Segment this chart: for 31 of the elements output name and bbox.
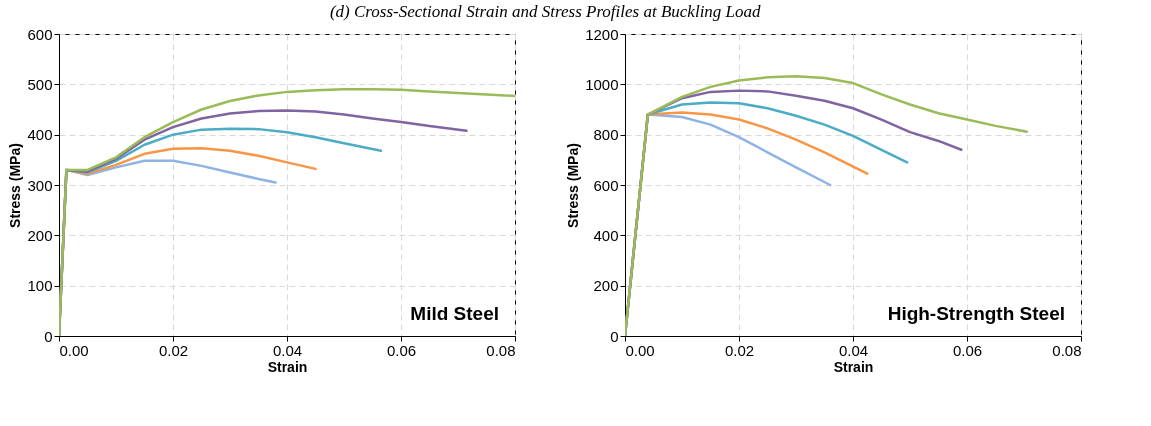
y-tick-label: 1200	[585, 25, 619, 43]
y-tick-label: 400	[593, 226, 619, 244]
y-tick-label: 500	[27, 75, 53, 93]
y-tick-label: 200	[593, 277, 619, 295]
y-tick-label: 200	[27, 226, 53, 244]
x-tick-label: 0.06	[386, 341, 417, 359]
chart-title: (d) Cross-Sectional Strain and Stress Profiles at Buckling Load	[329, 1, 762, 21]
x-tick-label: 0.08	[1052, 341, 1082, 359]
y-tick-label: 600	[593, 176, 619, 194]
x-tick-label: 0.00	[625, 341, 655, 359]
x-tick-label: 0.00	[59, 341, 89, 359]
annotation: Mild Steel	[410, 303, 499, 324]
y-axis-title: Stress (MPa)	[565, 143, 582, 228]
y-tick-label: 0	[610, 327, 619, 345]
y-tick-label: 800	[593, 126, 619, 144]
x-axis-title: Strain	[833, 358, 874, 375]
y-tick-label: 100	[27, 277, 53, 295]
x-tick-label: 0.08	[486, 341, 516, 359]
x-tick-label: 0.04	[838, 341, 869, 359]
x-tick-label: 0.02	[158, 341, 189, 359]
x-tick-label: 0.04	[272, 341, 303, 359]
y-tick-label: 1000	[585, 75, 619, 93]
x-tick-label: 0.02	[724, 341, 755, 359]
y-tick-label: 300	[27, 176, 53, 194]
y-axis-title: Stress (MPa)	[7, 143, 24, 228]
annotation: High-Strength Steel	[887, 303, 1065, 324]
y-tick-label: 600	[27, 25, 53, 43]
y-tick-label: 400	[27, 126, 53, 144]
x-axis-title: Strain	[267, 358, 308, 375]
y-tick-label: 0	[44, 327, 53, 345]
x-tick-label: 0.06	[952, 341, 983, 359]
